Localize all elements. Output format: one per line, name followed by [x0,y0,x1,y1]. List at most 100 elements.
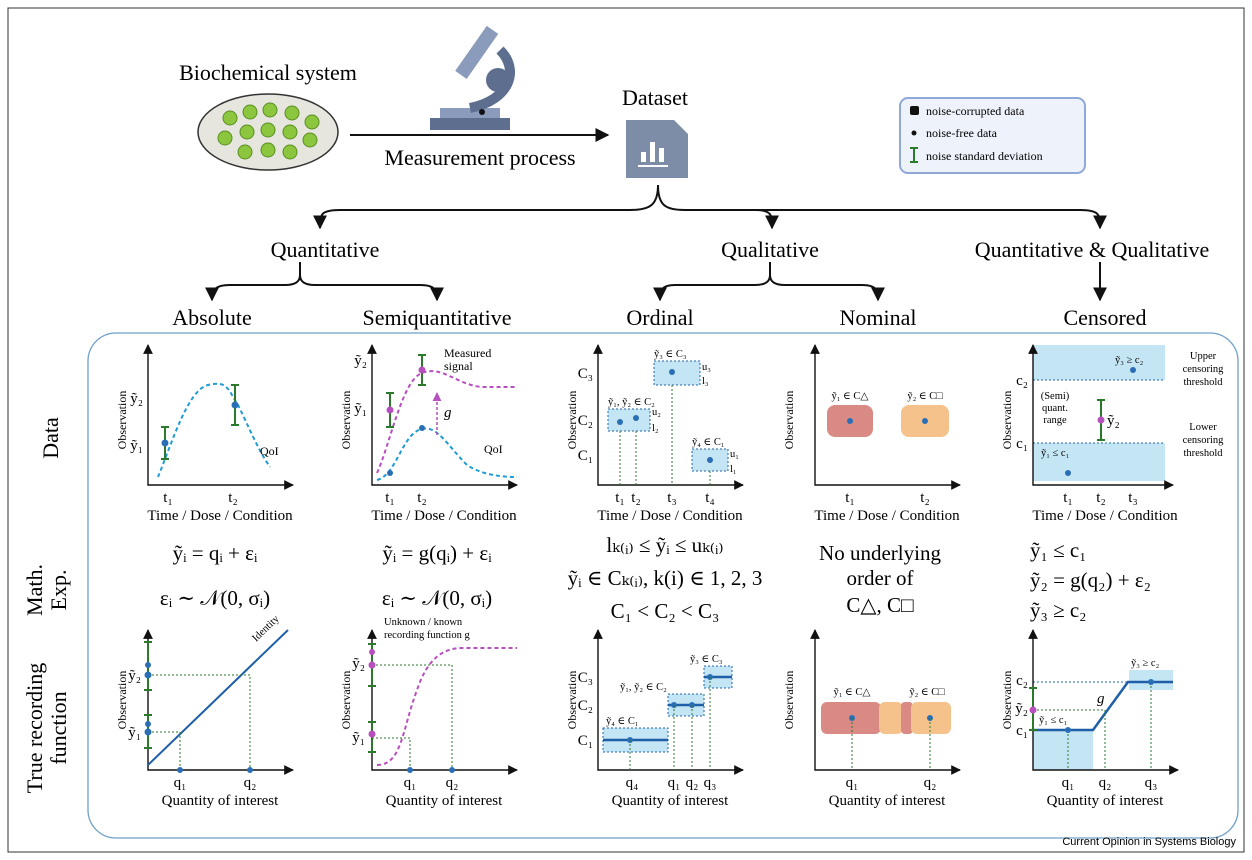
type-label: Censored [1063,305,1146,330]
label: C₂ [578,698,593,714]
shape [369,662,376,669]
label: ỹ₁ ≤ c₁ [1030,538,1087,562]
label: ỹ₃ ≥ c₂ [1131,658,1160,669]
label: QoI [484,442,503,456]
label: ỹᵢ = g(qᵢ) + εᵢ [382,541,492,565]
label: t₄ [705,490,714,506]
label: ỹ₂ [1015,701,1028,717]
data-panel: Observation C₁ C₂ C₃ t₁ t₂ t₃ t₄ ỹ₁, ỹ₂ … [565,345,743,524]
shape [1033,345,1165,380]
data-panel: Observation ỹ₁ ỹ₂ t₁ t₂ QoI Time / Dose … [115,345,293,524]
label: C₁ [578,448,593,464]
shape [300,275,437,300]
label: q₂ [924,775,937,791]
recording-panel: Identity Observation ỹ₁ ỹ₂ q₁ q₂ Quantit… [115,613,293,809]
shape [641,152,646,162]
label: q₂ [244,775,257,791]
label: ỹ₁ ∈ C△ [833,687,871,698]
shape [263,103,277,117]
label: t₂ [1096,490,1105,506]
shape [847,418,853,424]
shape [158,384,270,477]
shape [440,108,500,118]
label: t₂ [228,490,237,506]
label: range [1043,415,1067,426]
shape [617,419,623,425]
shape [148,630,293,770]
shape [1098,417,1105,424]
shape [654,361,700,385]
shape [145,729,152,736]
label: censoring [1183,435,1225,446]
shape [212,262,300,300]
label: l₁ [730,464,737,475]
label: Time / Dose / Condition [1032,508,1178,524]
shape [372,665,452,770]
label: Lower [1189,422,1217,433]
shape [685,210,1100,228]
label: lₖ₍ᵢ₎ ≤ ỹᵢ ≤ uₖ₍ᵢ₎ [606,533,723,557]
label: ỹ₁ [354,401,367,417]
recording-panel: Observation c₁ ỹ₂ c₂ q₁ q₂ q₃ ỹ₁ ≤ c₁ ỹ₃… [1000,630,1178,809]
shape [283,125,297,139]
shape [815,630,960,770]
label: ỹ₁ [128,725,141,741]
label: g [444,405,452,421]
label: Quantity of interest [1047,793,1164,809]
label: signal [444,359,473,373]
shape [633,415,639,421]
label: ỹ₂ [128,668,141,684]
label: Qualitative [721,237,819,262]
shape [407,767,413,773]
label: order of [846,566,913,590]
label: ỹ₃ ≥ c₂ [1030,598,1087,622]
label: ỹ₁ [130,438,143,454]
shape [145,721,151,727]
shape [303,133,317,147]
shape [283,145,297,159]
label: q₁ [668,775,681,791]
label: quant. [1042,403,1068,414]
shape [240,125,254,139]
label: ỹ₃ ∈ C₃ [690,654,723,665]
label: q₁ [404,775,417,791]
shape [148,345,293,485]
label: C△, C□ [846,593,914,617]
type-label: Ordinal [626,305,693,330]
label: C₁ [578,733,593,749]
label: ỹ₁, ỹ₂ ∈ C₂ [608,397,655,408]
shape [608,409,650,431]
footer: Current Opinion in Systems Biology [1062,836,1236,848]
label: Observation [339,391,353,450]
label: q₁ [1062,775,1075,791]
label: t₁ [385,490,394,506]
row-label: Math. [22,564,47,616]
label: ỹ₂ = g(q₂) + ε₂ [1030,568,1151,592]
row-label: Data [38,417,63,459]
label: u₃ [702,362,711,373]
label: Observation [115,671,129,730]
shape [879,702,903,734]
shape [669,369,675,375]
label: ỹ₂ ∈ C□ [909,687,945,698]
shape [387,407,394,414]
label: t₁ [1063,490,1072,506]
label: Observation [782,671,796,730]
label: q₁ [846,775,859,791]
label: recording function g [384,630,470,641]
shape [377,648,517,765]
label: ỹᵢ ∈ Cₖ₍ᵢ₎, k(i) ∈ 1, 2, 3 [568,566,763,590]
process-label: Measurement process [384,145,575,170]
shape [320,185,658,228]
shape [369,731,376,738]
label: Unknown / known [384,617,463,628]
figure: Biochemical system Measurement process D… [0,0,1252,860]
equations: ỹᵢ = qᵢ + εᵢ εᵢ ∼ 𝒩(0, σᵢ) ỹᵢ = g(qᵢ) + … [160,533,1151,623]
shape [449,767,455,773]
shape [1030,707,1037,714]
shape [218,131,232,145]
shape [419,425,425,431]
shape [659,148,664,162]
label: g [1097,691,1105,707]
dataset-icon [626,120,688,178]
